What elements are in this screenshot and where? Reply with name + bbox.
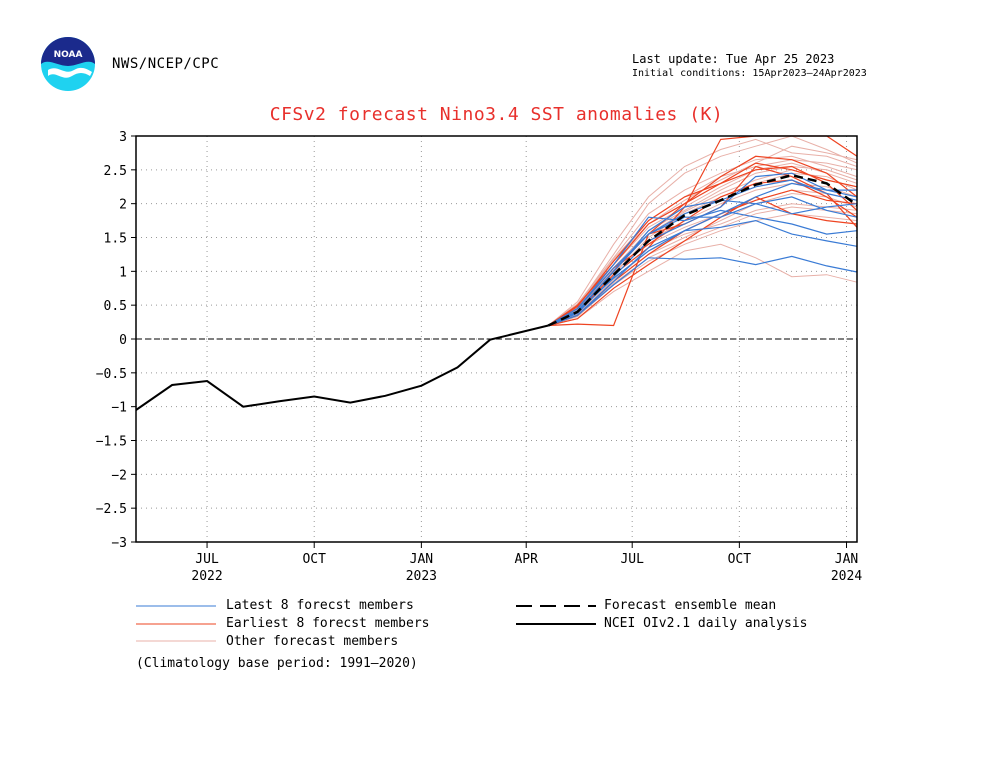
other-member-line <box>548 159 858 326</box>
ensemble-mean-line <box>547 173 858 327</box>
legend-label-analysis: NCEI OIv2.1 daily analysis <box>604 616 808 631</box>
y-tick-label: 1.5 <box>104 232 127 247</box>
y-tick-label: 2.5 <box>104 164 127 179</box>
latest-member-line <box>548 219 858 327</box>
y-tick-label: 1 <box>119 265 127 280</box>
x-tick-label: JUL <box>620 552 644 567</box>
other-member-line <box>548 213 858 326</box>
org-label: NWS/NCEP/CPC <box>112 56 220 72</box>
y-tick-label: −2 <box>111 468 127 483</box>
legend-swatches <box>136 605 596 642</box>
y-tick-label: −0.5 <box>96 367 127 382</box>
y-tick-label: 0.5 <box>104 299 127 314</box>
legend-label-earliest: Earliest 8 forecst members <box>226 616 430 631</box>
grid-layer <box>136 136 857 542</box>
axis-layer: −3 −2.5 −2 −1.5 −1 −0.5 0 0.5 1 1.5 2 2.5 3 JUL 2022 OC… <box>96 130 863 584</box>
climatology-note: (Climatology base period: 1991—2020) <box>136 656 418 671</box>
chart-title: CFSv2 forecast Nino3.4 SST anomalies (K) <box>269 104 724 125</box>
latest-member-line <box>547 209 858 327</box>
legend: Latest 8 forecst members Earliest 8 fore… <box>136 596 836 652</box>
y-tick-label: 2 <box>119 198 127 213</box>
y-tick-label: −1.5 <box>96 435 127 450</box>
x-tick-label: APR <box>514 552 538 567</box>
x-tick-label: JAN <box>835 552 858 567</box>
x-year-label: 2023 <box>406 569 437 584</box>
x-year-label: 2022 <box>191 569 222 584</box>
analysis-line <box>135 324 549 411</box>
earliest-member-line <box>547 162 858 327</box>
other-member-line <box>547 138 858 326</box>
x-tick-label: OCT <box>728 552 752 567</box>
x-tick-label: JUL <box>195 552 219 567</box>
other-member-line <box>548 206 858 326</box>
x-year-label: 2024 <box>831 569 862 584</box>
noaa-logo-text: NOAA <box>54 50 83 60</box>
plot-frame <box>135 135 858 543</box>
series-layer <box>135 135 858 411</box>
legend-label-mean: Forecast ensemble mean <box>604 598 777 613</box>
y-tick-label: 3 <box>119 130 127 145</box>
legend-label-other: Other forecast members <box>226 634 399 649</box>
initial-conditions-text: Initial conditions: 15Apr2023—24Apr2023 <box>632 68 867 79</box>
other-member-line <box>548 135 858 326</box>
noaa-logo-icon: NOAA <box>41 37 95 91</box>
y-tick-label: −1 <box>111 401 127 416</box>
latest-member-line <box>548 203 858 327</box>
y-tick-label: −2.5 <box>96 502 127 517</box>
legend-label-latest: Latest 8 forecst members <box>226 598 414 613</box>
y-tick-label: −3 <box>111 536 127 551</box>
x-tick-label: OCT <box>302 552 326 567</box>
last-update-text: Last update: Tue Apr 25 2023 <box>632 52 835 66</box>
x-tick-label: JAN <box>410 552 433 567</box>
y-tick-label: 0 <box>119 333 127 348</box>
other-member-line <box>548 243 858 326</box>
latest-member-line <box>548 255 858 327</box>
